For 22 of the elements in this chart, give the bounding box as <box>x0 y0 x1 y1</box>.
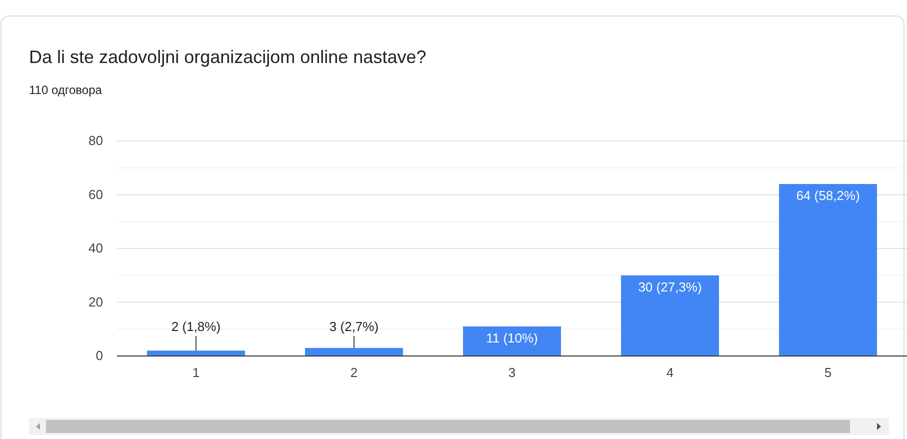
y-tick-label: 40 <box>88 240 103 256</box>
y-tick-label: 80 <box>88 133 103 148</box>
data-label: 2 (1,8%) <box>171 319 221 334</box>
data-label: 3 (2,7%) <box>329 319 379 334</box>
bar <box>463 326 561 356</box>
x-tick-label: 2 <box>350 365 358 380</box>
chart-subtitle: 110 одговора <box>29 83 102 97</box>
x-tick-label: 3 <box>508 365 516 380</box>
x-tick-label: 1 <box>192 365 200 380</box>
data-label: 30 (27,3%) <box>638 279 702 294</box>
y-tick-label: 60 <box>88 186 103 202</box>
chart-title: Da li ste zadovoljni organizacijom online nastave? <box>29 47 426 67</box>
bar <box>621 275 719 356</box>
bar <box>147 350 245 356</box>
y-tick-label: 20 <box>88 294 103 310</box>
data-label: 64 (58,2%) <box>796 188 860 203</box>
x-tick-label: 5 <box>824 365 832 380</box>
bar <box>305 348 403 356</box>
x-tick-label: 4 <box>666 365 674 380</box>
bar <box>779 184 877 356</box>
y-tick-label: 0 <box>96 348 103 364</box>
data-label: 11 (10%) <box>486 330 538 346</box>
